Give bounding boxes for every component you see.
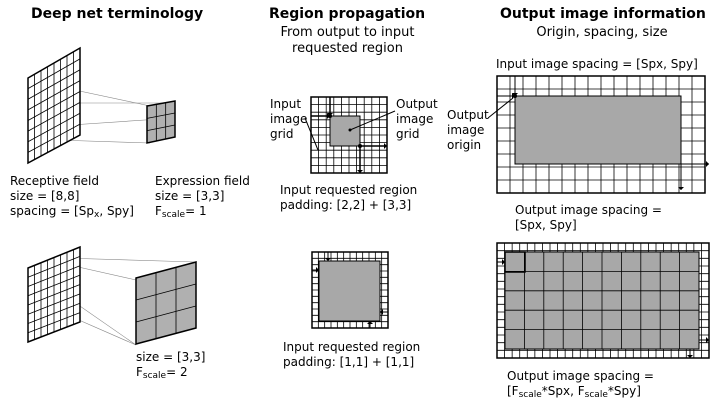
second-region-caption: Input requested region padding: [1,1] + … xyxy=(283,340,420,370)
padding-arrow-2-head xyxy=(325,258,331,261)
subtitle-line2: requested region xyxy=(292,41,403,56)
output-grid-word-2: image xyxy=(396,112,434,126)
receptive-field-grid-hline xyxy=(27,80,81,111)
receptive-field-name: Receptive field xyxy=(10,174,100,188)
spacing-arrow-2-head xyxy=(706,337,709,343)
receptive-field-size: size = [8,8] xyxy=(10,189,80,203)
input-grid-word-2: image xyxy=(270,112,308,126)
corner-dot xyxy=(358,144,362,148)
input-grid-label: Input image grid xyxy=(270,97,307,142)
spacing-arrow-head xyxy=(512,93,518,96)
expression-field-grid-2-border xyxy=(135,261,197,345)
expression-field-grid-hline xyxy=(146,112,176,119)
receptive-field-grid-hline xyxy=(27,123,81,153)
spacing-arrow-head xyxy=(706,161,709,167)
expression-field-grid-2-hline xyxy=(135,305,197,323)
receptive-field-label: Receptive field size = [8,8] spacing = [… xyxy=(10,174,134,223)
receptive-field-grid-hline xyxy=(27,91,81,121)
spacing-arrow-head xyxy=(678,187,684,190)
expression-field-fscale: Fscale= 1 xyxy=(155,204,207,220)
origin-label: Output image origin xyxy=(447,108,489,153)
second-fscale: Fscale= 2 xyxy=(136,365,188,381)
expression-field-grid-2 xyxy=(135,261,197,345)
projection-line xyxy=(55,139,151,144)
output-image-grid xyxy=(329,115,361,147)
expression-field-label: Expression field size = [3,3] Fscale= 1 xyxy=(155,174,250,223)
output-spacing-label: Output image spacing = [Spx, Spy] xyxy=(515,203,662,233)
input-grid-word-3: grid xyxy=(270,127,294,141)
receptive-field-grid-hline xyxy=(27,58,81,89)
receptive-field-grid-2-hline xyxy=(27,284,81,306)
receptive-field-grid-2-hline xyxy=(27,256,81,278)
output-info-title: Output image information xyxy=(500,6,706,22)
receptive-field-grid xyxy=(27,46,81,165)
output-spacing-line2: [Spx, Spy] xyxy=(515,218,577,232)
padding-arrow-2-head xyxy=(380,309,383,315)
output-grid-word-1: Output xyxy=(396,97,438,111)
receptive-field-grid-2-hline xyxy=(27,312,81,334)
subtitle-line1: From output to input xyxy=(280,25,415,40)
output-spacing2-line2: [Fscale*Spx, Fscale*Spy] xyxy=(507,384,641,400)
region-propagation-subtitle: From output to input requested region xyxy=(265,25,430,57)
output-spacing-line1: Output image spacing = xyxy=(515,203,662,217)
receptive-field-grid-2-hline xyxy=(27,302,81,324)
expression-field-grid-2-hline xyxy=(135,283,197,301)
deep-net-diagrams xyxy=(27,46,197,346)
origin-word-1: Output xyxy=(447,108,489,122)
output-image-region xyxy=(514,95,682,165)
projection-line xyxy=(61,257,197,263)
second-expression-label: size = [3,3] Fscale= 2 xyxy=(136,350,205,384)
first-caption-line2: padding: [2,2] + [3,3] xyxy=(280,198,412,212)
output-grid-label: Output image grid xyxy=(396,97,438,142)
second-caption-line1: Input requested region xyxy=(283,340,421,354)
region-propagation-title: Region propagation xyxy=(269,6,426,22)
padding-arrow-2-head xyxy=(316,267,319,273)
expression-field-name: Expression field xyxy=(155,174,250,188)
receptive-field-grid-2 xyxy=(27,245,81,344)
receptive-field-grid-hline xyxy=(27,102,81,132)
first-region-caption: Input requested region padding: [2,2] + … xyxy=(280,183,417,213)
expression-field-size: size = [3,3] xyxy=(155,189,225,203)
pointer-dot xyxy=(348,128,352,132)
padding-arrow xyxy=(384,143,387,149)
output-spacing2-line1: Output image spacing = xyxy=(507,369,654,383)
padding-arrow-2-head xyxy=(367,321,373,324)
output-info-diagrams xyxy=(487,75,710,359)
expression-field-grid xyxy=(146,100,176,144)
second-size: size = [3,3] xyxy=(136,350,206,364)
origin-word-2: image xyxy=(447,123,485,137)
receptive-field-grid-2-hline xyxy=(27,274,81,297)
output-spacing2-label: Output image spacing = [Fscale*Spx, Fsca… xyxy=(507,369,654,403)
output-image-grid-2 xyxy=(318,260,381,322)
expression-field-grid-border xyxy=(146,100,176,144)
spacing-arrow-head xyxy=(512,93,515,99)
second-caption-line2: padding: [1,1] + [1,1] xyxy=(283,355,415,369)
deep-net-title: Deep net terminology xyxy=(31,6,204,22)
output-grid-word-3: grid xyxy=(396,127,420,141)
output-grid-pointer xyxy=(349,110,396,131)
expression-field-grid-hline xyxy=(146,124,176,132)
receptive-field-grid-hline xyxy=(27,112,81,143)
corner-dot xyxy=(328,114,332,118)
origin-word-3: origin xyxy=(447,138,482,152)
first-caption-line1: Input requested region xyxy=(280,183,418,197)
padding-arrow xyxy=(357,170,363,173)
receptive-field-grid-2-hline xyxy=(27,293,81,315)
region-propagation-diagrams xyxy=(304,96,396,329)
receptive-field-grid-hline xyxy=(27,69,81,100)
input-grid-word-1: Input xyxy=(270,97,302,111)
spacing-arrow-2-head xyxy=(687,355,693,358)
origin-pointer xyxy=(487,97,514,119)
receptive-field-spacing: spacing = [Spx, Spy] xyxy=(10,204,134,220)
input-spacing-label: Input image spacing = [Spx, Spy] xyxy=(496,57,698,71)
spacing-arrow-2-head xyxy=(502,259,505,265)
receptive-field-grid-2-hline xyxy=(27,265,81,287)
output-info-subtitle: Origin, spacing, size xyxy=(536,25,668,40)
input-grid-pointer xyxy=(304,117,319,151)
